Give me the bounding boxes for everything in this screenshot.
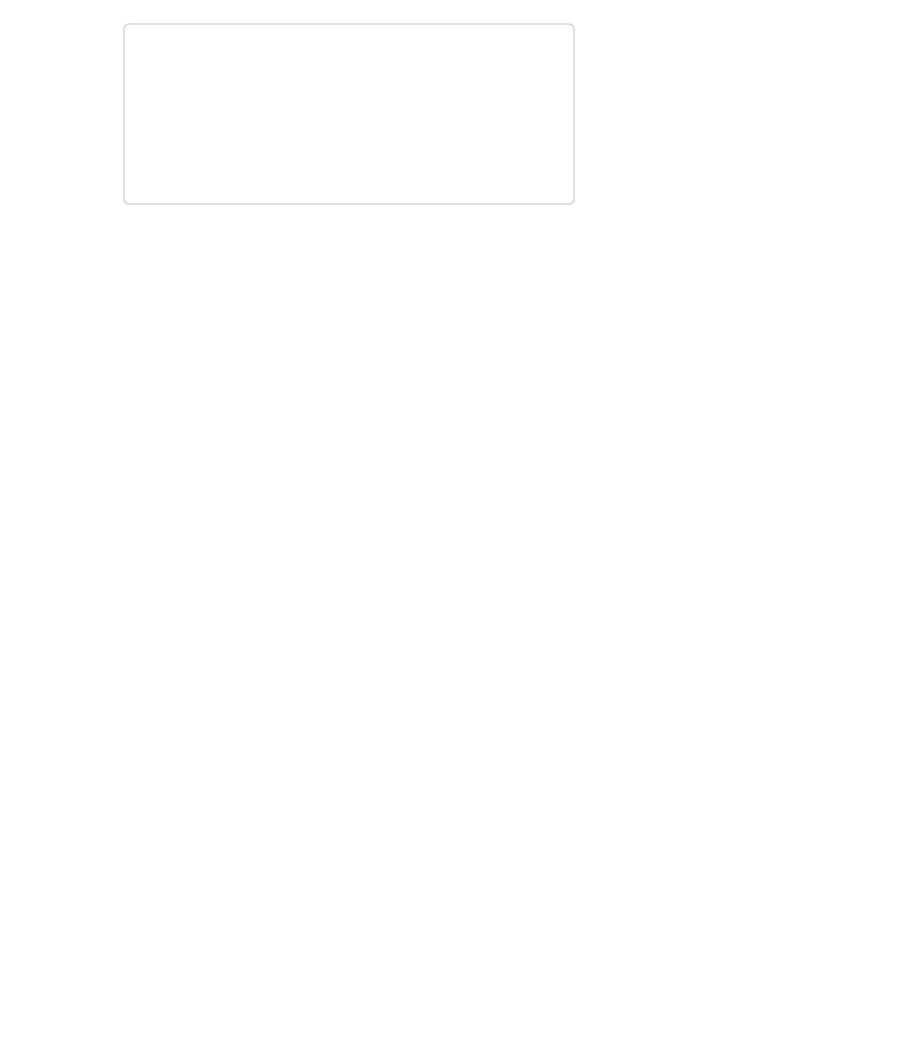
plot-legend (123, 23, 575, 205)
legend-background (123, 23, 575, 205)
